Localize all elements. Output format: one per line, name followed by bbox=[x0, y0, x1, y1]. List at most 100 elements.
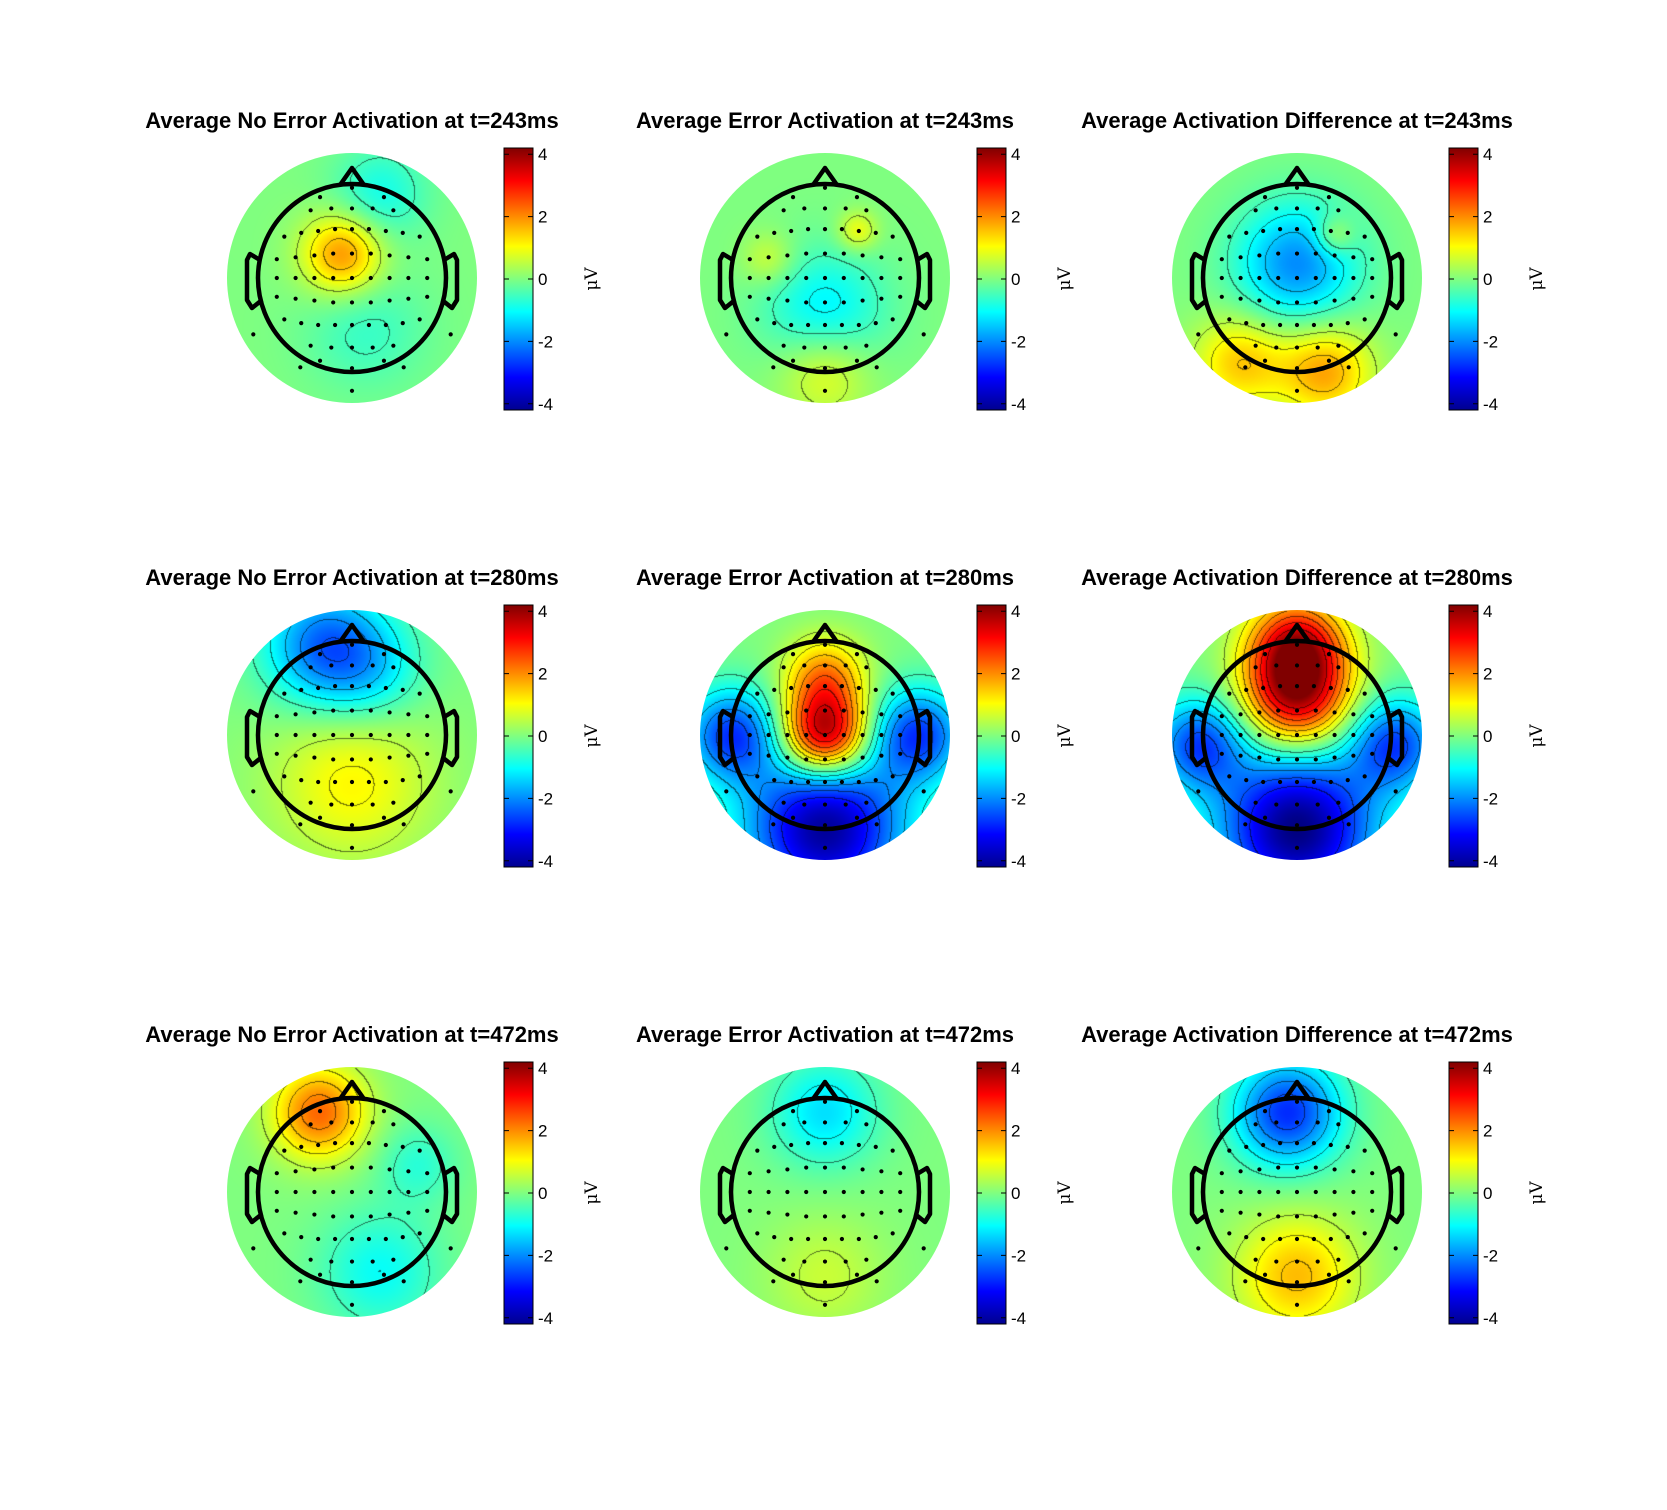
electrode-dot bbox=[789, 779, 794, 785]
electrode-dot bbox=[1351, 753, 1356, 758]
electrode-dot bbox=[1362, 234, 1367, 239]
colorbar-tick-label: 4 bbox=[538, 602, 547, 621]
electrode-dot bbox=[316, 1142, 321, 1148]
electrode-dot bbox=[349, 823, 355, 828]
colorbar-tick-label: 0 bbox=[1011, 1184, 1020, 1203]
colorbar-unit-label: μV bbox=[1527, 267, 1547, 291]
electrode-dot bbox=[822, 251, 828, 256]
panel-title: Average Error Activation at t=243ms bbox=[636, 108, 1014, 133]
electrode-dot bbox=[383, 1236, 388, 1242]
electrode-dot bbox=[805, 322, 811, 328]
electrode-dot bbox=[406, 296, 411, 301]
electrode-dot bbox=[1311, 1141, 1317, 1146]
electrode-dot bbox=[772, 1144, 777, 1149]
electrode-dot bbox=[766, 712, 771, 717]
electrode-dot bbox=[317, 1109, 323, 1114]
electrode-dot bbox=[1388, 1189, 1394, 1195]
colorbar-tick-label: 2 bbox=[1483, 208, 1492, 227]
electrode-dot bbox=[316, 779, 321, 785]
electrode-dot bbox=[772, 321, 777, 326]
electrode-dot bbox=[282, 317, 287, 322]
electrode-dot bbox=[879, 753, 884, 758]
electrode-dot bbox=[448, 789, 453, 794]
electrode-dot bbox=[1238, 255, 1243, 260]
electrode-dot bbox=[921, 332, 926, 337]
panel-title: Average No Error Activation at t=280ms bbox=[145, 565, 558, 590]
colorbar-tick-label: 2 bbox=[1483, 1122, 1492, 1141]
electrode-dot bbox=[368, 1189, 373, 1195]
electrode-dot bbox=[864, 1122, 869, 1127]
electrode-dot bbox=[804, 251, 809, 256]
electrode-dot bbox=[400, 1235, 405, 1240]
electrode-dot bbox=[406, 753, 411, 758]
electrode-dot bbox=[771, 822, 776, 827]
electrode-dot bbox=[299, 1144, 304, 1149]
electrode-markers bbox=[724, 642, 926, 850]
electrode-dot bbox=[1345, 1235, 1350, 1240]
electrode-dot bbox=[1362, 774, 1367, 779]
electrode-dot bbox=[1253, 1257, 1258, 1262]
electrode-dot bbox=[1276, 1214, 1281, 1219]
electrode-dot bbox=[841, 251, 846, 256]
colorbar: 4 2 0 -2 -4 μV bbox=[1448, 1059, 1547, 1328]
electrode-dot bbox=[251, 1246, 256, 1251]
electrode-dot bbox=[312, 1212, 317, 1217]
electrode-dot bbox=[755, 234, 760, 239]
electrode-dot bbox=[312, 710, 317, 715]
electrode-dot bbox=[1336, 208, 1341, 213]
electrode-dot bbox=[1294, 1214, 1300, 1219]
electrode-dot bbox=[890, 1148, 895, 1153]
electrode-dot bbox=[766, 1169, 771, 1174]
electrode-dot bbox=[822, 1189, 828, 1195]
electrode-dot bbox=[1238, 712, 1243, 717]
electrode-dot bbox=[349, 1302, 355, 1307]
electrode-dot bbox=[1294, 663, 1300, 668]
electrode-dot bbox=[1276, 708, 1281, 713]
colorbar-tick-label: 0 bbox=[1483, 270, 1492, 289]
electrode-dot bbox=[401, 1279, 406, 1284]
electrode-dot bbox=[921, 1246, 926, 1251]
electrode-dot bbox=[843, 345, 848, 350]
electrode-dot bbox=[890, 234, 895, 239]
electrode-dot bbox=[873, 1144, 878, 1149]
electrode-dot bbox=[839, 322, 845, 328]
electrode-dot bbox=[1227, 234, 1232, 239]
electrode-dot bbox=[724, 332, 729, 337]
electrode-dot bbox=[747, 732, 752, 738]
topoplot-panel: Average No Error Activation at t=280ms 4 2… bbox=[145, 565, 602, 871]
electrode-dot bbox=[1362, 317, 1367, 322]
electrode-dot bbox=[860, 253, 865, 258]
electrode-dot bbox=[747, 1171, 752, 1176]
electrode-dot bbox=[1294, 708, 1300, 713]
electrode-dot bbox=[329, 345, 334, 350]
electrode-dot bbox=[370, 206, 375, 211]
electrode-dot bbox=[1294, 732, 1300, 738]
electrode-dot bbox=[317, 358, 323, 363]
electrode-dot bbox=[785, 732, 790, 738]
electrode-dot bbox=[802, 1259, 807, 1264]
electrode-dot bbox=[387, 253, 392, 258]
electrode-dot bbox=[864, 800, 869, 805]
electrode-dot bbox=[860, 710, 865, 715]
electrode-dot bbox=[854, 1109, 860, 1114]
electrode-dot bbox=[1351, 1169, 1356, 1174]
electrode-dot bbox=[873, 687, 878, 692]
electrode-dot bbox=[747, 751, 752, 756]
electrode-dot bbox=[785, 710, 790, 715]
electrode-dot bbox=[349, 345, 355, 350]
electrode-dot bbox=[317, 652, 323, 657]
colorbar-tick-label: -2 bbox=[1011, 789, 1026, 808]
electrode-dot bbox=[1294, 251, 1300, 256]
electrode-dot bbox=[308, 208, 313, 213]
electrode-dot bbox=[387, 1167, 392, 1172]
electrode-dot bbox=[1262, 1272, 1268, 1277]
electrode-dot bbox=[841, 708, 846, 713]
colorbar: 4 2 0 -2 -4 μV bbox=[976, 602, 1075, 871]
electrode-dot bbox=[332, 684, 338, 689]
electrode-dot bbox=[1328, 1142, 1333, 1148]
electrode-dot bbox=[1244, 1144, 1249, 1149]
electrode-dot bbox=[329, 206, 334, 211]
electrode-dot bbox=[1326, 195, 1332, 200]
electrode-dot bbox=[331, 757, 336, 762]
topoplot-panel: Average Activation Difference at t=280ms… bbox=[1081, 565, 1547, 871]
